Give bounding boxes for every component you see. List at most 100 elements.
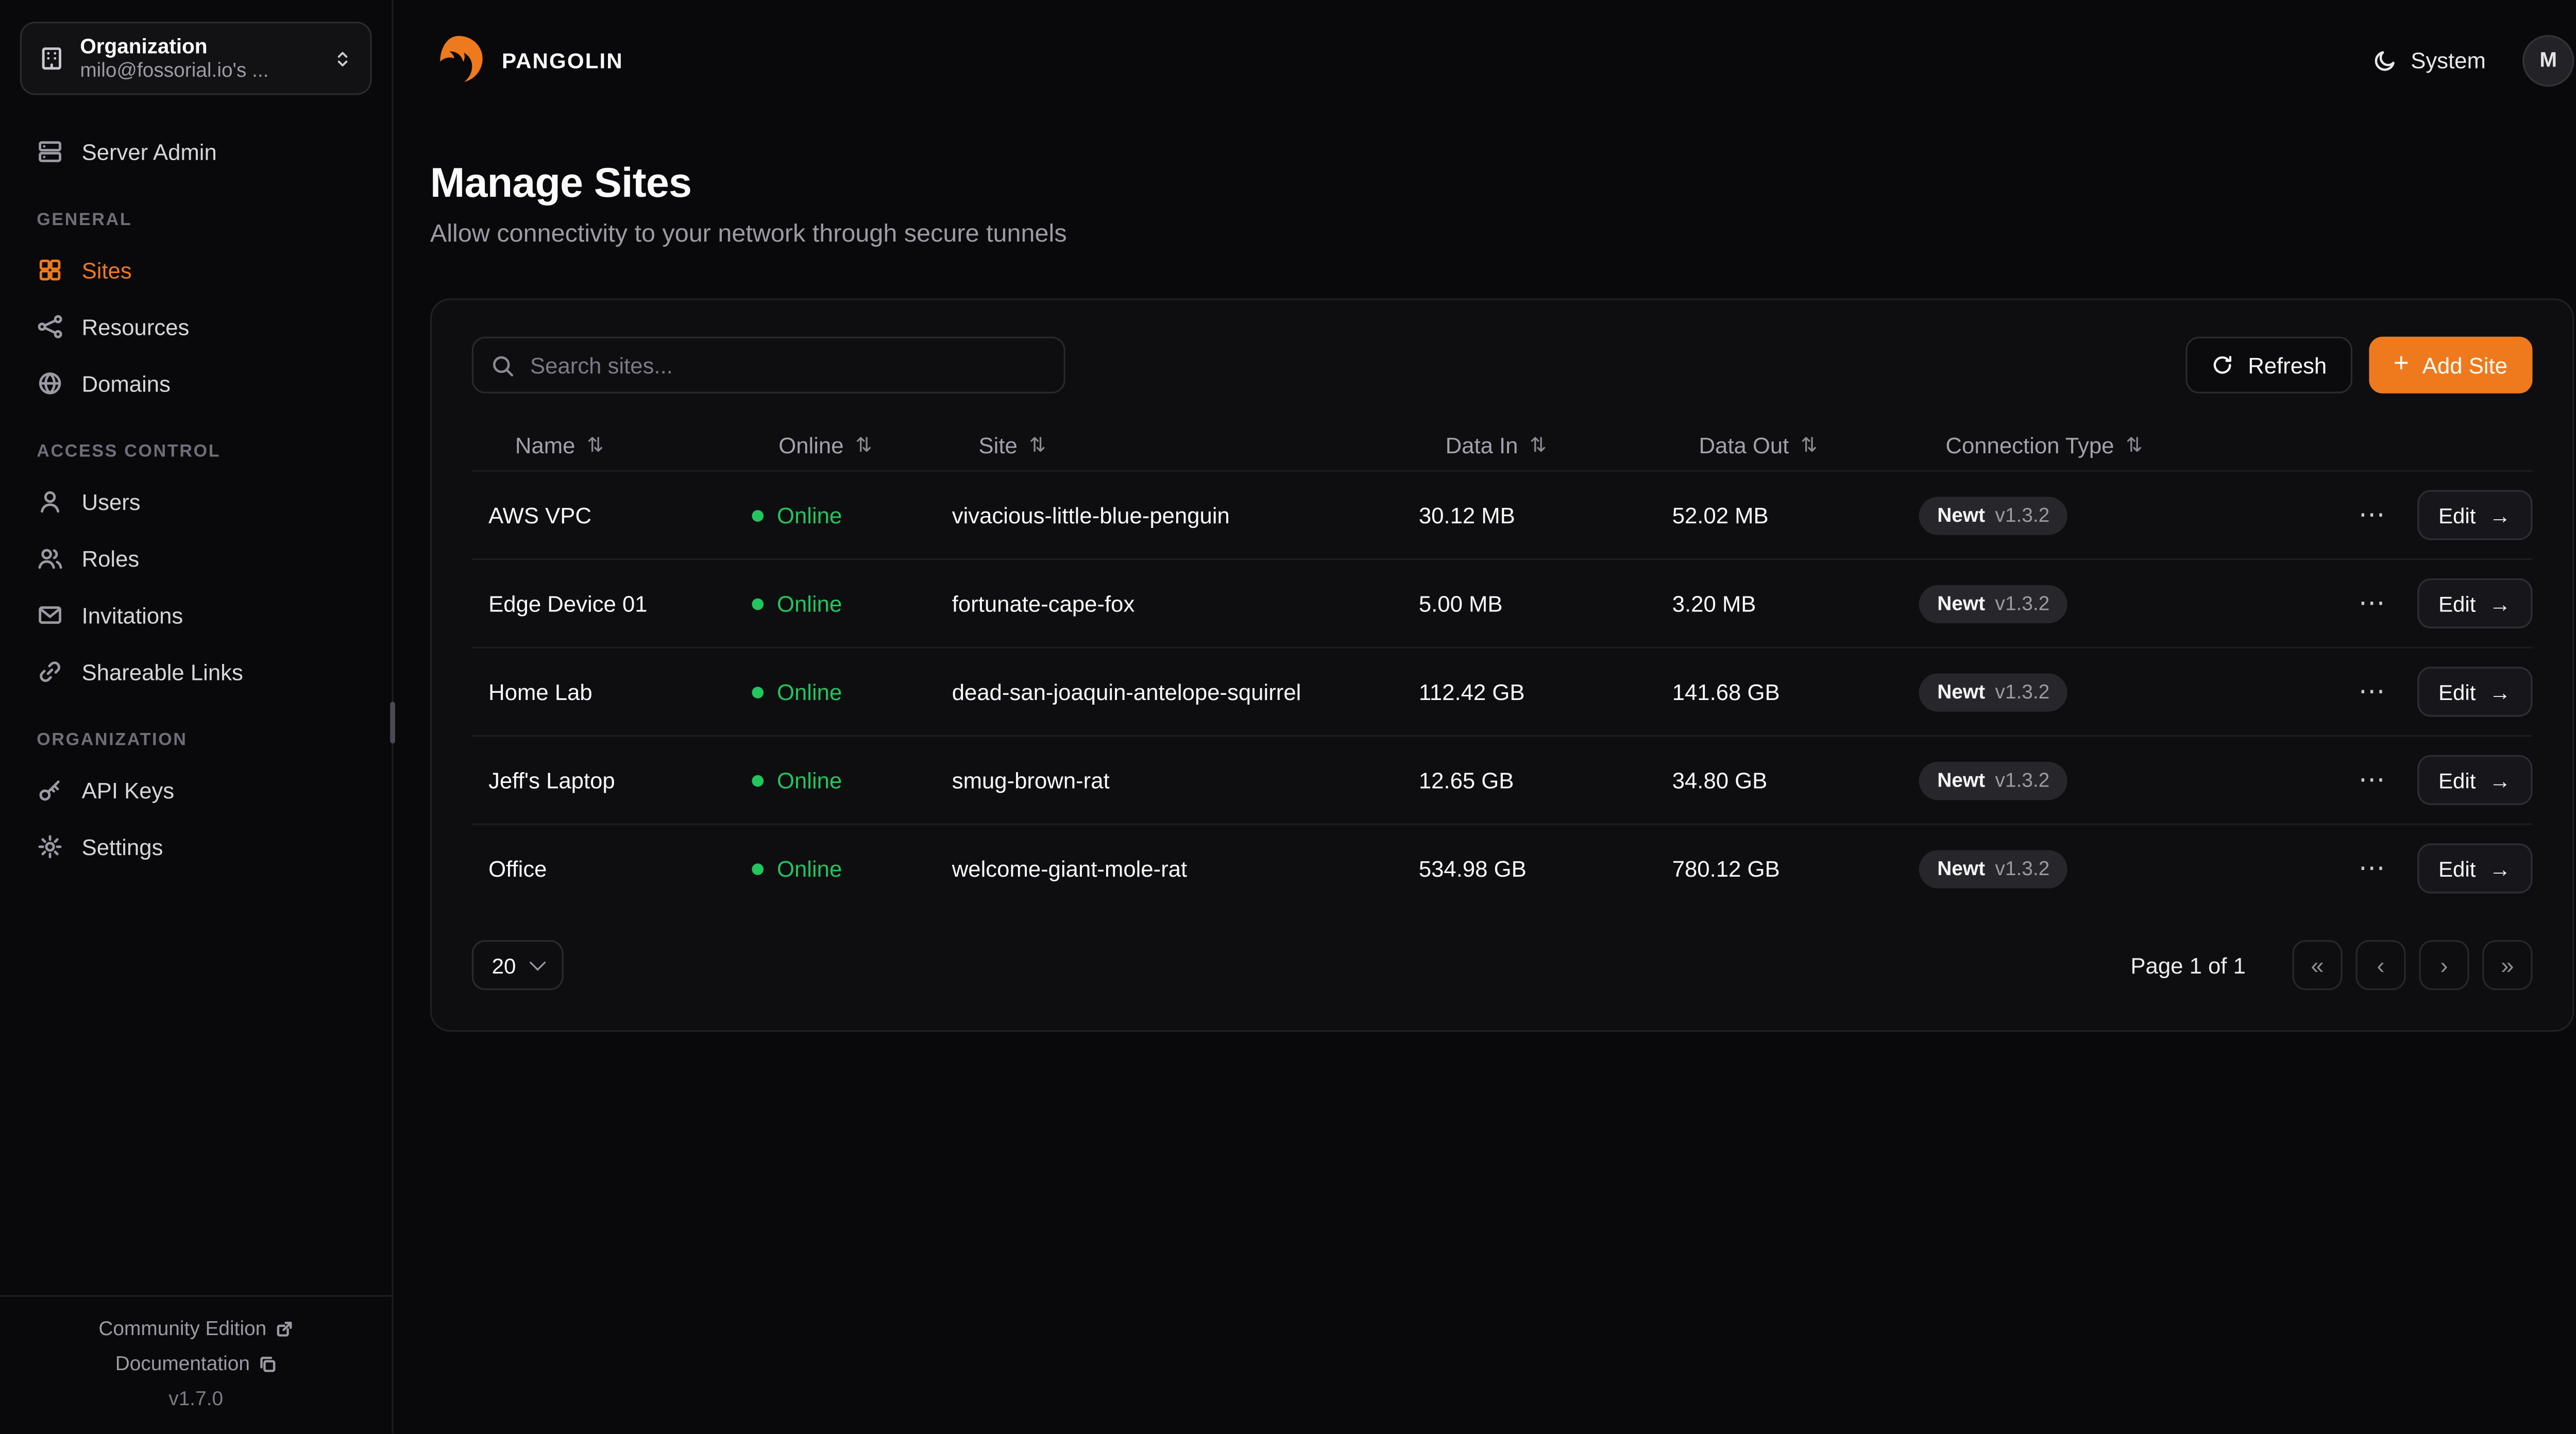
sidebar-item-api-keys[interactable]: API Keys [20, 763, 372, 817]
row-menu-button[interactable]: ⋯ [2352, 760, 2394, 800]
topbar-right: System M [2372, 34, 2574, 86]
site-id: smug-brown-rat [952, 767, 1110, 793]
connection-type-badge: Newt v1.3.2 [1919, 761, 2068, 799]
theme-toggle-label: System [2411, 47, 2486, 73]
site-name: Jeff's Laptop [488, 767, 615, 793]
site-name: Home Lab [488, 679, 592, 705]
globe-icon [39, 372, 61, 395]
sort-icon: ⇅ [1530, 433, 1547, 457]
sidebar-item-domains[interactable]: Domains [20, 357, 372, 411]
edit-site-button[interactable]: Edit → [2416, 578, 2533, 628]
site-name: Office [488, 856, 547, 881]
org-switcher-title: Organization [80, 35, 208, 59]
org-switcher-value: milo@fossorial.io's ... [80, 58, 269, 82]
arrow-right-icon: → [2489, 502, 2511, 528]
search-icon [493, 355, 514, 376]
column-header-site[interactable]: Site ⇅ [978, 432, 1046, 458]
community-edition-link[interactable]: Community Edition [98, 1318, 293, 1341]
brand-home-link[interactable]: PANGOLIN [430, 31, 623, 88]
sort-icon: ⇅ [2126, 433, 2143, 457]
column-header-data-in[interactable]: Data In ⇅ [1445, 432, 1547, 458]
last-page-button[interactable]: » [2482, 940, 2533, 991]
search-sites-input[interactable] [471, 336, 1065, 394]
online-dot-icon [752, 598, 764, 609]
online-dot-icon [752, 862, 764, 875]
sidebar-item-settings[interactable]: Settings [20, 820, 372, 874]
column-header-name[interactable]: Name ⇅ [515, 432, 604, 458]
sidebar-item-label: Server Admin [81, 139, 217, 164]
documentation-label: Documentation [115, 1352, 250, 1376]
row-menu-button[interactable]: ⋯ [2352, 584, 2394, 624]
mail-icon [39, 606, 61, 624]
user-avatar[interactable]: M [2522, 34, 2574, 86]
online-status: Online [752, 679, 952, 704]
page-indicator: Page 1 of 1 [2130, 952, 2246, 978]
theme-toggle-button[interactable]: System [2372, 47, 2486, 73]
column-header-connection-type[interactable]: Connection Type ⇅ [1945, 432, 2143, 458]
main-content: PANGOLIN System M Manage Sites Allow con… [394, 0, 2576, 1434]
resources-icon [38, 315, 62, 338]
next-page-button[interactable]: › [2419, 940, 2469, 991]
row-menu-button[interactable]: ⋯ [2352, 495, 2394, 535]
sidebar-item-sites[interactable]: Sites [20, 243, 372, 297]
page-subtitle: Allow connectivity to your network throu… [430, 220, 1067, 249]
sidebar-item-server-admin[interactable]: Server Admin [20, 125, 372, 179]
add-site-label: Add Site [2422, 352, 2507, 378]
previous-page-button[interactable]: ‹ [2355, 940, 2406, 991]
row-menu-button[interactable]: ⋯ [2352, 848, 2394, 889]
edit-site-button[interactable]: Edit → [2416, 755, 2533, 805]
sidebar-item-label: Shareable Links [81, 659, 243, 685]
edit-site-button[interactable]: Edit → [2416, 667, 2533, 717]
edit-site-button[interactable]: Edit → [2416, 490, 2533, 540]
community-edition-label: Community Edition [98, 1317, 267, 1341]
refresh-button[interactable]: Refresh [2186, 336, 2352, 394]
sites-icon [39, 260, 61, 281]
add-site-button[interactable]: + Add Site [2368, 336, 2533, 394]
first-page-button[interactable]: « [2292, 940, 2343, 991]
column-header-online[interactable]: Online ⇅ [778, 432, 872, 458]
sidebar-resize-handle[interactable] [389, 702, 395, 744]
page-size-select[interactable]: 20 [471, 940, 565, 991]
sidebar-item-label: Roles [81, 545, 140, 571]
section-label-access-control: ACCESS CONTROL [37, 441, 221, 462]
sidebar-item-resources[interactable]: Resources [20, 300, 372, 353]
table-row: Home Lab Online dead-san-joaquin-antelop… [471, 646, 2533, 736]
site-id: vivacious-little-blue-penguin [952, 502, 1230, 528]
sidebar-item-roles[interactable]: Roles [20, 532, 372, 585]
sidebar-item-shareable-links[interactable]: Shareable Links [20, 645, 372, 698]
data-in: 30.12 MB [1418, 502, 1515, 528]
refresh-label: Refresh [2248, 352, 2327, 378]
table-row: Office Online welcome-giant-mole-rat 534… [471, 823, 2533, 912]
edit-site-button[interactable]: Edit → [2416, 843, 2533, 894]
connection-type-badge: Newt v1.3.2 [1919, 496, 2068, 535]
pagination: Page 1 of 1 « ‹ › » [2130, 940, 2533, 991]
online-status: Online [752, 767, 952, 793]
external-link-icon [277, 1321, 292, 1337]
sidebar-item-invitations[interactable]: Invitations [20, 588, 372, 642]
sidebar-item-users[interactable]: Users [20, 475, 372, 528]
chevron-down-icon [530, 953, 547, 970]
data-in: 5.00 MB [1418, 591, 1503, 616]
documentation-link[interactable]: Documentation [115, 1353, 277, 1376]
site-id: fortunate-cape-fox [952, 591, 1135, 616]
sites-panel: Refresh + Add Site Name⇅ Online⇅ Site⇅ D… [430, 298, 2574, 1032]
online-dot-icon [752, 509, 764, 521]
data-out: 34.80 GB [1672, 767, 1768, 793]
docs-icon [260, 1356, 275, 1372]
moon-icon [2375, 50, 2395, 70]
topbar: PANGOLIN System M [394, 0, 2576, 120]
sidebar-item-label: Domains [81, 371, 171, 396]
sidebar-footer: Community Edition Documentation v1.7.0 [0, 1295, 392, 1434]
pangolin-logo-icon [440, 36, 483, 82]
org-switcher[interactable]: Organization milo@fossorial.io's ... [20, 22, 372, 95]
online-status: Online [752, 503, 952, 527]
search-container [471, 336, 1065, 394]
page-size-value: 20 [492, 952, 516, 978]
row-menu-button[interactable]: ⋯ [2352, 672, 2394, 712]
sidebar-item-label: API Keys [81, 777, 175, 803]
data-in: 12.65 GB [1418, 767, 1514, 793]
column-header-data-out[interactable]: Data Out ⇅ [1699, 432, 1818, 458]
refresh-icon [2214, 355, 2232, 374]
site-name: AWS VPC [488, 502, 592, 528]
